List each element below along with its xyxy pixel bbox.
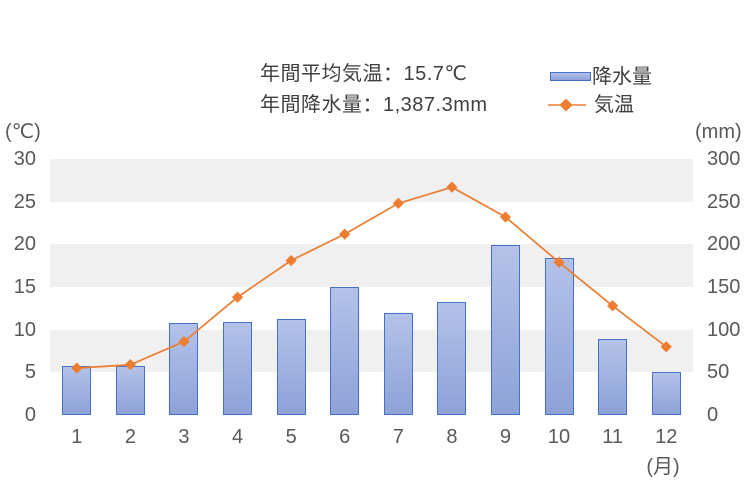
temperature-legend-marker-icon: [548, 98, 586, 112]
precipitation-bar: [62, 366, 92, 415]
x-axis-unit-label: (月): [646, 456, 680, 478]
month-tick: 8: [446, 426, 458, 448]
precipitation-legend-label: 降水量: [592, 66, 652, 88]
month-tick: 9: [499, 426, 512, 448]
temperature-marker-icon: [553, 256, 565, 268]
temperature-marker-icon: [499, 211, 512, 223]
background-band: [50, 159, 693, 202]
right-axis-unit-label: (mm): [695, 121, 742, 143]
precipitation-bar: [437, 302, 467, 415]
background-band: [50, 329, 693, 373]
month-tick: 12: [655, 426, 678, 448]
temperature-legend-label: 気温: [594, 94, 634, 116]
temperature-marker-icon: [71, 362, 83, 374]
temperature-marker-icon: [178, 336, 190, 348]
left-axis-tick: 20: [13, 233, 36, 256]
left-axis-tick: 10: [13, 318, 36, 341]
precipitation-bar: [598, 339, 628, 415]
right-axis-tick: 100: [707, 318, 741, 341]
month-tick: 3: [178, 426, 190, 448]
month-tick: 4: [231, 426, 244, 448]
left-axis-tick: 0: [24, 404, 36, 426]
precipitation-bar: [651, 372, 681, 415]
temperature-marker-icon: [285, 254, 297, 267]
precipitation-legend-swatch: [550, 72, 591, 81]
left-axis-tick: 30: [13, 148, 36, 170]
right-axis-tick: 200: [707, 233, 741, 256]
temperature-marker-icon: [446, 181, 458, 193]
temperature-marker-icon: [231, 291, 244, 303]
right-axis-tick: 250: [707, 190, 741, 213]
left-axis-tick: 25: [13, 190, 36, 213]
plot-area: [50, 159, 693, 415]
temperature-marker-icon: [392, 197, 404, 209]
month-tick: 1: [71, 426, 83, 448]
precipitation-bar: [330, 287, 360, 415]
temperature-marker-icon: [124, 359, 136, 371]
month-tick: 6: [339, 426, 351, 448]
temperature-line: [71, 181, 672, 374]
month-tick: 2: [124, 426, 136, 448]
precipitation-bar: [490, 245, 520, 415]
precipitation-bar: [276, 319, 306, 415]
left-axis-tick: 5: [24, 361, 36, 384]
left-axis-unit-label: (℃): [5, 121, 41, 143]
annual-average-temperature-text: 年間平均気温：15.7℃: [260, 63, 468, 85]
precipitation-bar: [115, 365, 145, 415]
right-axis-tick: 0: [707, 404, 719, 426]
precipitation-bar: [383, 312, 413, 415]
month-tick: 10: [547, 426, 571, 448]
month-tick: 7: [392, 426, 404, 448]
month-tick: 5: [285, 426, 297, 448]
right-axis-tick: 150: [707, 276, 741, 298]
background-band: [50, 244, 693, 287]
precipitation-bar: [544, 257, 574, 415]
precipitation-bar: [223, 321, 253, 415]
month-tick: 11: [602, 426, 623, 448]
right-axis-tick: 300: [707, 148, 741, 170]
temperature-marker-icon: [339, 228, 351, 240]
right-axis-tick: 50: [707, 361, 730, 384]
temperature-marker-icon: [660, 341, 672, 353]
left-axis-tick: 15: [13, 276, 36, 298]
annual-precipitation-text: 年間降水量：1,387.3mm: [260, 94, 488, 116]
